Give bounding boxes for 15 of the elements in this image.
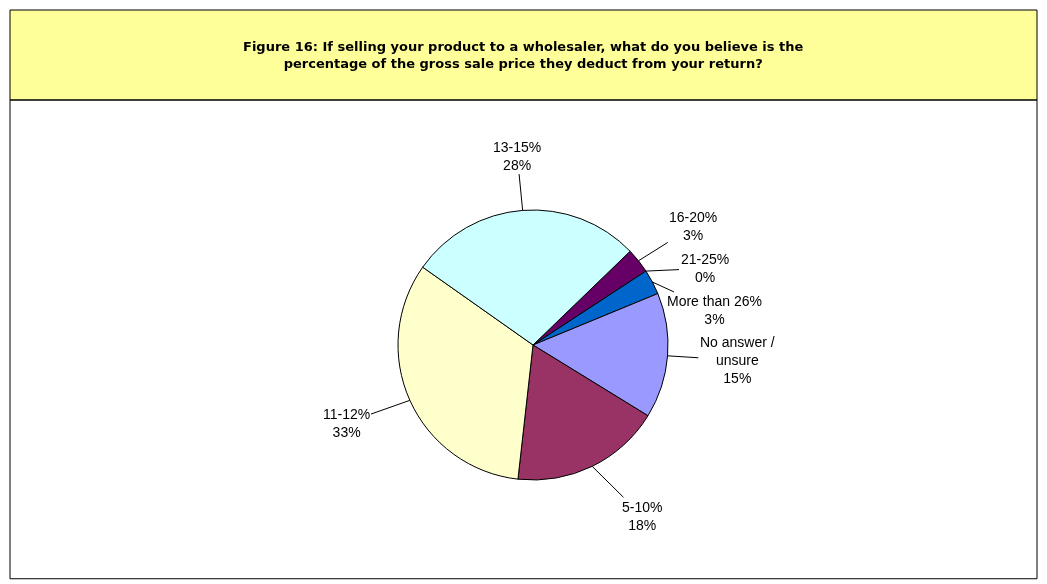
- slice-label: 5-10%: [622, 499, 663, 515]
- slice-label: 16-20%: [669, 209, 718, 225]
- data-label: 28%: [503, 157, 532, 174]
- slice-label: 13-15%: [493, 139, 542, 155]
- data-label: 15%: [723, 370, 752, 387]
- text: 0%: [695, 269, 716, 286]
- data-label: 33%: [332, 424, 361, 441]
- category-label: 21-25%: [681, 251, 730, 267]
- slice-label: 11-12%: [323, 406, 371, 422]
- chart-title: Figure 16: If selling your product to a wholesaler, what do you believe is the percentage of the gross sale price they deduct from your return?: [243, 39, 804, 71]
- data-label: 3%: [683, 227, 704, 244]
- slice-label: No answer / unsure: [700, 334, 775, 369]
- slice-label: More than 26%: [667, 293, 762, 309]
- data-label: 18%: [628, 517, 657, 534]
- data-label: 3%: [704, 311, 725, 328]
